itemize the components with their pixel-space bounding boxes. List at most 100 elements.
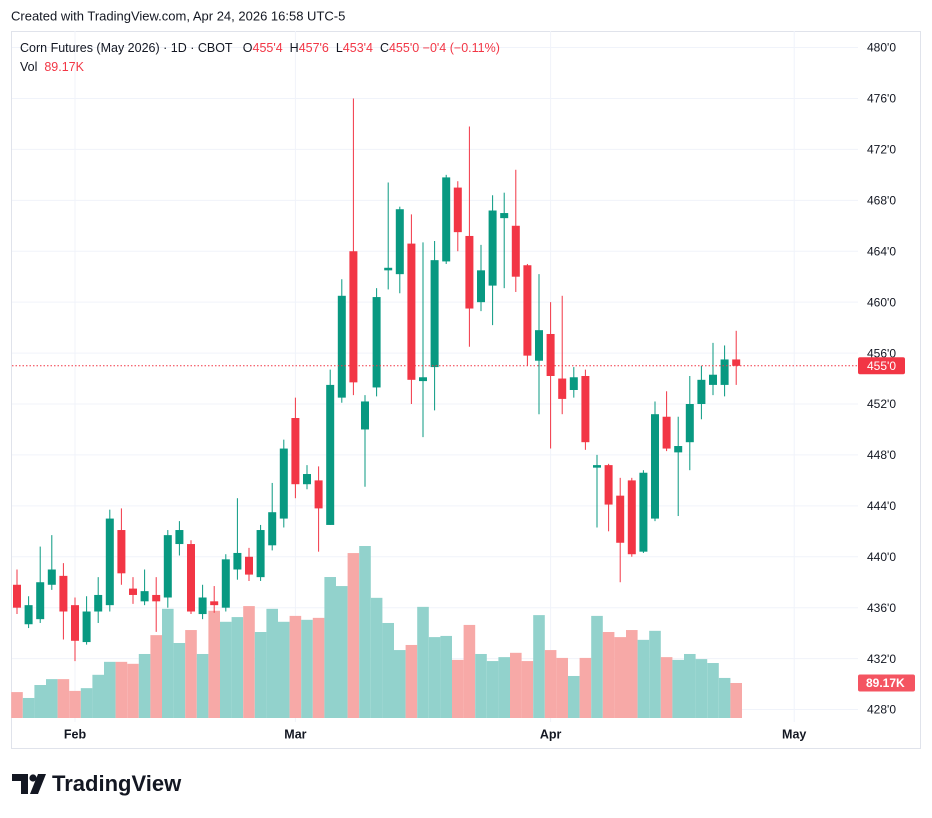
- candle-body: [94, 594, 103, 612]
- symbol: Corn Futures (May 2026) · 1D · CBOT: [20, 41, 233, 55]
- candle-body: [47, 569, 56, 585]
- volume-bar: [417, 606, 429, 718]
- candle-body: [546, 333, 555, 376]
- volume-bar: [11, 692, 23, 718]
- volume-bar: [336, 586, 348, 718]
- candle-body: [140, 591, 149, 602]
- volume-line: Vol 89.17K: [20, 58, 500, 77]
- axes: 428'0 432'0 436'0 440'0 444'0 448'0 452'0 456'0…: [64, 41, 915, 741]
- y-tick-label: 464'0: [867, 244, 896, 258]
- volume-bar: [544, 650, 557, 718]
- candle-body: [210, 601, 219, 606]
- candle-body: [256, 530, 265, 578]
- candle-body: [233, 552, 242, 570]
- candle-body: [407, 243, 416, 380]
- candle-body: [662, 416, 671, 449]
- volume-bar: [672, 659, 684, 718]
- candle-body: [511, 225, 520, 277]
- candle-body: [477, 270, 485, 303]
- volume-bar: [707, 663, 719, 718]
- x-tick-label: May: [782, 727, 806, 741]
- volume-tag-label: 89.17K: [866, 676, 905, 690]
- candle-body: [82, 611, 91, 643]
- volume-bar: [92, 674, 104, 718]
- volume-bar: [405, 644, 418, 718]
- candle-body: [488, 210, 497, 286]
- candle-body: [535, 330, 543, 361]
- volume-bar: [208, 610, 220, 718]
- volume-bar: [254, 632, 267, 718]
- y-tick-label: 472'0: [867, 143, 896, 157]
- volume-value: 89.17K: [44, 60, 84, 74]
- volume-bar: [69, 690, 81, 718]
- volume-bar: [301, 619, 313, 718]
- volume-bar: [220, 621, 232, 718]
- candle-body: [187, 544, 195, 612]
- volume-bar: [556, 657, 568, 718]
- candle-body: [558, 378, 567, 399]
- candle-body: [303, 474, 311, 485]
- volume-bar: [104, 661, 116, 718]
- volume-bar: [289, 615, 302, 718]
- x-tick-label: Apr: [540, 727, 562, 741]
- ohlc-value: 453'4: [342, 41, 373, 55]
- x-tick-label: Feb: [64, 727, 87, 741]
- ohlc-value: 457'6: [298, 41, 329, 55]
- volume-bar: [278, 621, 290, 718]
- ohlc: O455'4 H457'6 L453'4 C455'0: [232, 41, 419, 55]
- candle-body: [523, 265, 532, 356]
- candle-body: [709, 374, 717, 385]
- candle-body: [361, 401, 369, 430]
- candle-body: [569, 377, 578, 390]
- candle-body: [279, 448, 288, 519]
- volume-bar: [394, 650, 406, 718]
- volume-bar: [80, 688, 93, 718]
- volume-bar: [57, 679, 70, 718]
- candle-body: [24, 605, 33, 625]
- volume-bar: [591, 615, 603, 718]
- candle-body: [372, 297, 381, 388]
- candle-body: [593, 465, 601, 468]
- volume-bar: [22, 697, 35, 718]
- volume-bar: [347, 553, 360, 718]
- logo: TradingView: [12, 771, 182, 796]
- candle-body: [430, 260, 439, 368]
- logo-icon: [12, 774, 28, 794]
- volume-bar: [231, 617, 244, 718]
- candle-body: [384, 267, 393, 271]
- volume-bar: [510, 652, 522, 718]
- volume-bar: [185, 630, 197, 718]
- volume-bar: [533, 615, 545, 718]
- candle-body: [175, 530, 184, 545]
- candle-body: [163, 535, 172, 598]
- y-tick-label: 452'0: [867, 397, 896, 411]
- volume-bar: [718, 677, 731, 718]
- y-tick-label: 428'0: [867, 703, 896, 717]
- y-tick-label: 480'0: [867, 41, 896, 55]
- candle-body: [500, 213, 509, 219]
- volume-bar: [382, 622, 394, 718]
- candle-body: [71, 605, 79, 641]
- candle-body: [674, 446, 683, 453]
- candles: [12, 98, 858, 662]
- volume-bar: [196, 653, 209, 718]
- volume-bar: [684, 653, 696, 718]
- legend-header: Corn Futures (May 2026) · 1D · CBOT O455…: [20, 39, 500, 77]
- last-price-tag: [858, 357, 905, 375]
- ohlc-key: C: [379, 41, 389, 55]
- candle-body: [198, 597, 207, 615]
- volume-bar: [34, 685, 46, 718]
- candle-body: [221, 559, 230, 608]
- volume-bar: [46, 679, 58, 718]
- volume-bar: [150, 635, 162, 718]
- volume-bar: [243, 606, 255, 718]
- candle-body: [291, 418, 300, 485]
- volume-bar: [626, 630, 638, 718]
- candle-body: [651, 414, 659, 519]
- logo-icon: [30, 774, 46, 794]
- candle-body: [685, 404, 694, 443]
- candle-body: [337, 295, 346, 398]
- volume-bar: [660, 657, 673, 718]
- ohlc-value: 455'0: [388, 41, 420, 55]
- candle-body: [720, 359, 729, 385]
